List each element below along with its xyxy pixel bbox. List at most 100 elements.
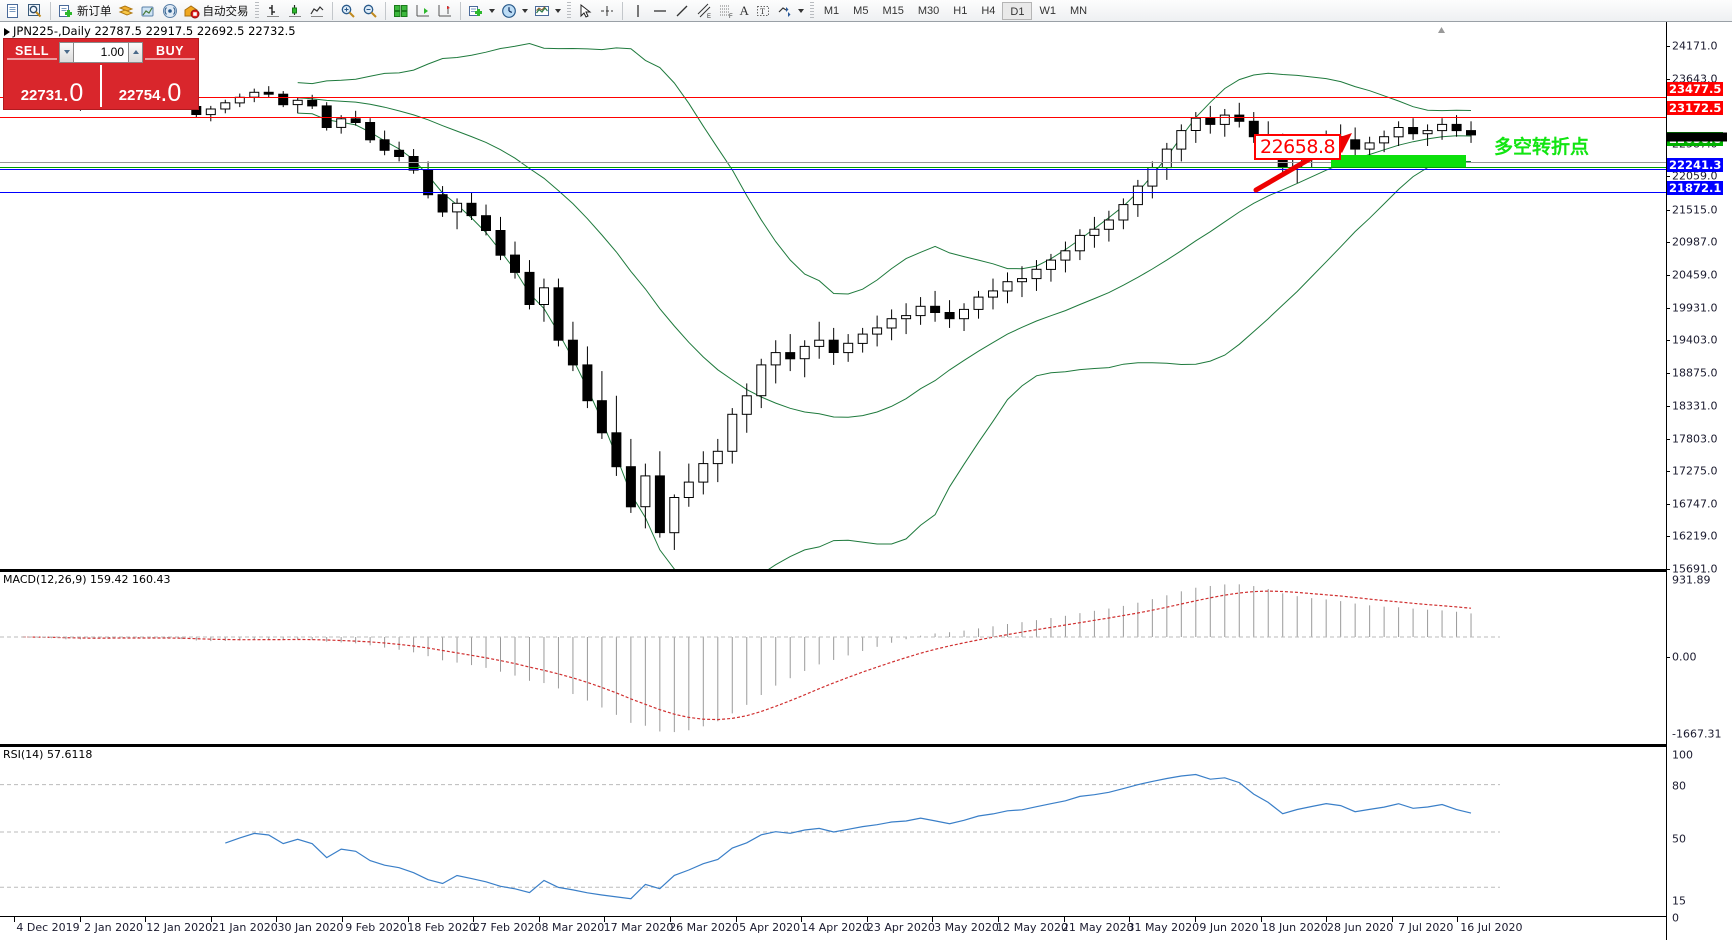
sell-price[interactable]: 22731.0: [4, 65, 100, 107]
buy-button[interactable]: BUY: [145, 44, 195, 60]
collapse-arrow-icon[interactable]: [4, 27, 10, 36]
support-line-2: [0, 192, 1666, 193]
date-axis-label: 18 Jun 2020: [1261, 921, 1328, 934]
candlestick: [1017, 266, 1027, 298]
volume-increment-button[interactable]: [128, 41, 143, 63]
rsi-line: [225, 773, 1472, 900]
auto-trading-button[interactable]: 自动交易: [181, 1, 252, 21]
candlestick: [1031, 260, 1042, 291]
navigator-button[interactable]: [159, 1, 181, 21]
volume-input[interactable]: 1.00: [74, 41, 128, 63]
tab-timeframe-h1[interactable]: H1: [953, 4, 968, 17]
candlestick: [712, 438, 723, 483]
candlestick: [1379, 130, 1390, 153]
candlestick: [1103, 210, 1114, 242]
chart-area[interactable]: JPN225-,Daily 22787.5 22917.5 22692.5 22…: [0, 22, 1732, 940]
date-axis[interactable]: 4 Dec 2019 2 Jan 2020 12 Jan 2020 21 Jan 20…: [0, 916, 1666, 938]
candlestick: [481, 204, 491, 236]
tab-timeframe-m30[interactable]: M30: [917, 4, 940, 17]
candlestick: [741, 383, 752, 433]
market-watch-button[interactable]: [115, 1, 137, 21]
chevron-down-icon-2[interactable]: [521, 8, 528, 13]
price-axis[interactable]: 24171.023643.023115.022587.022059.021515…: [1666, 22, 1732, 940]
chevron-down-icon-3[interactable]: [554, 8, 561, 13]
date-tick: [801, 917, 803, 922]
zoom-in-button[interactable]: [337, 1, 359, 21]
candlestick: [205, 105, 216, 122]
date-tick: [998, 917, 1000, 922]
chevron-down-icon-4[interactable]: [797, 8, 804, 13]
date-axis-label: 2 Jan 2020: [84, 921, 144, 934]
indicators-button[interactable]: [465, 1, 498, 21]
candlestick: [350, 110, 361, 126]
candlestick-button[interactable]: [284, 1, 306, 21]
price-tick: [1666, 406, 1670, 408]
candlestick: [799, 340, 810, 378]
templates-button[interactable]: [531, 1, 564, 21]
resistance-level-2: 23172.5: [1667, 100, 1724, 115]
turning-point-annotation: 多空转折点: [1494, 136, 1590, 158]
bar-chart-button[interactable]: [262, 1, 284, 21]
tab-timeframe-m5[interactable]: M5: [853, 4, 869, 17]
periodicity-button[interactable]: [498, 1, 531, 21]
crosshair-button[interactable]: [596, 1, 618, 21]
toolbar-grip[interactable]: [254, 1, 259, 20]
candlestick: [234, 93, 245, 108]
date-axis-label: 17 Mar 2020: [603, 921, 674, 934]
one-click-trading-panel[interactable]: SELL 1.00 BUY 22731.0 22754.0: [3, 38, 199, 110]
chart-shift-button[interactable]: [412, 1, 434, 21]
price-tick: [1666, 209, 1670, 211]
tab-timeframe-h4[interactable]: H4: [981, 4, 996, 17]
profiles-button[interactable]: [24, 1, 46, 21]
text-a-button[interactable]: A: [739, 2, 749, 18]
tab-timeframe-w1[interactable]: W1: [1039, 4, 1056, 17]
new-order-button[interactable]: 新订单: [55, 1, 115, 21]
chevron-down-icon-vol: [63, 50, 70, 54]
scroll-up-marker[interactable]: [1437, 22, 1446, 33]
volume-stepper[interactable]: 1.00: [59, 41, 143, 63]
cursor-button[interactable]: [574, 1, 596, 21]
tab-timeframe-m15[interactable]: M15: [882, 4, 904, 17]
price-axis-label: 20459.0: [1672, 268, 1718, 282]
line-chart-button[interactable]: [306, 1, 328, 21]
volume-decrement-button[interactable]: [59, 41, 74, 63]
tab-timeframe-m1[interactable]: M1: [823, 4, 840, 17]
candlestick: [437, 186, 448, 217]
zoom-out-button[interactable]: [359, 1, 381, 21]
toolbar-grip-2[interactable]: [566, 1, 571, 20]
candlestick: [278, 91, 289, 108]
tile-windows-button[interactable]: [390, 1, 412, 21]
price-axis-label: 19931.0: [1672, 301, 1718, 314]
date-tick: [1063, 917, 1065, 922]
candlestick: [988, 278, 998, 310]
sell-button[interactable]: SELL: [7, 44, 57, 60]
price-divider: [100, 65, 102, 107]
tab-timeframe-mn[interactable]: MN: [1069, 4, 1088, 17]
new-window-button[interactable]: [2, 1, 24, 21]
trendline-button[interactable]: [671, 1, 693, 21]
candlestick: [1176, 124, 1187, 162]
buy-price[interactable]: 22754.0: [102, 65, 198, 107]
price-axis-label: 22059.0: [1672, 169, 1718, 183]
chevron-down-icon[interactable]: [488, 8, 495, 13]
toolbar-grip-3[interactable]: [809, 1, 814, 20]
equidistant-channel-button[interactable]: E: [693, 1, 715, 21]
candlestick: [553, 278, 564, 347]
objects-list-button[interactable]: [774, 1, 807, 21]
macd-pane-divider: [0, 569, 1666, 571]
vertical-line-button[interactable]: [627, 1, 649, 21]
horizontal-line-button[interactable]: [649, 1, 671, 21]
candlestick: [524, 260, 535, 310]
price-axis-label: 18875.0: [1672, 366, 1718, 380]
text-label-button[interactable]: T: [752, 1, 774, 21]
data-window-button[interactable]: [137, 1, 159, 21]
candlestick: [539, 278, 549, 322]
macd-pane-title: MACD(12,26,9) 159.42 160.43: [3, 573, 171, 586]
price-tick: [1666, 176, 1670, 178]
support-line-1: [0, 169, 1666, 170]
price-axis-line: [1666, 22, 1667, 940]
auto-scroll-button[interactable]: [434, 1, 456, 21]
fibonacci-button[interactable]: F: [715, 1, 737, 21]
tab-timeframe-d1[interactable]: D1: [1002, 1, 1033, 20]
price-axis-label: 17803.0: [1672, 432, 1718, 446]
